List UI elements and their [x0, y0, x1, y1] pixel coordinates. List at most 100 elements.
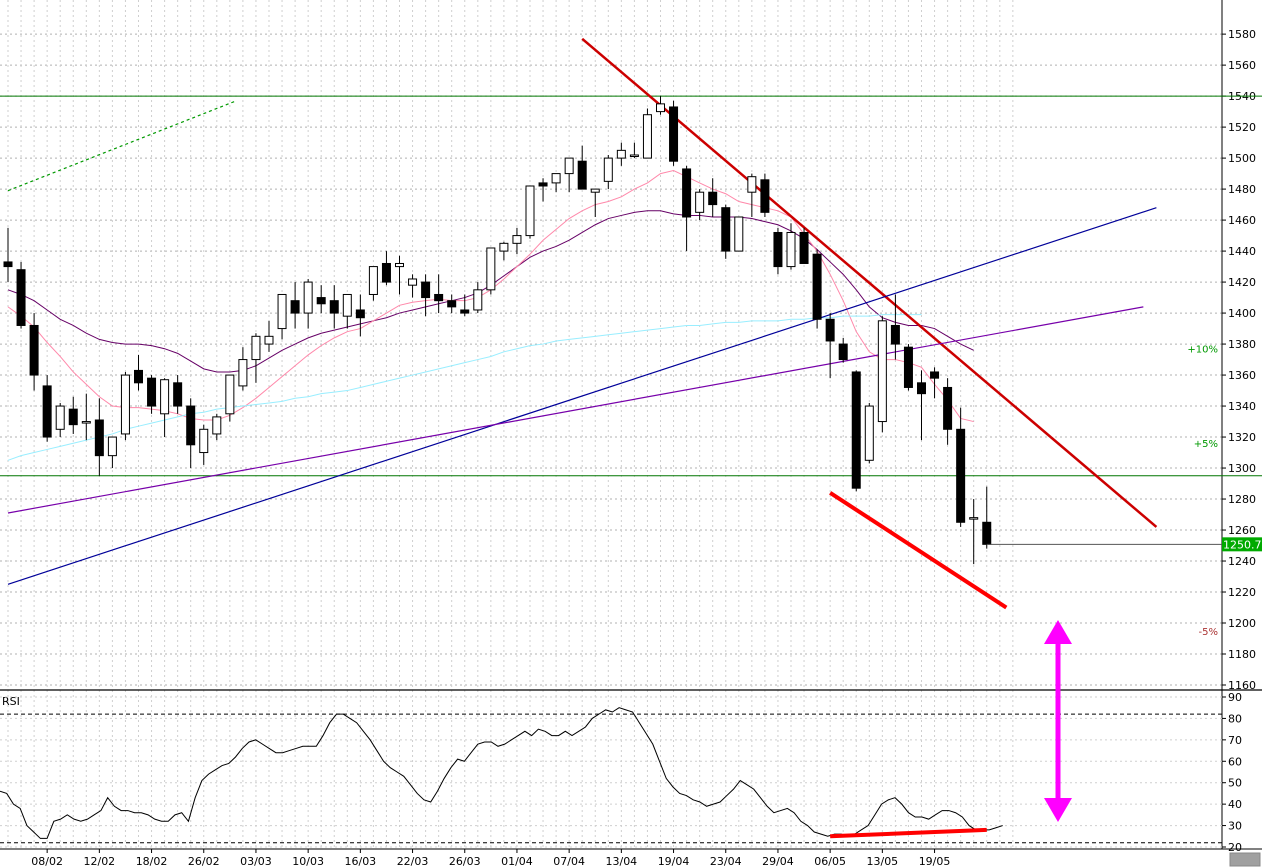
- y-tick-label: 1380: [1228, 338, 1256, 351]
- price-grid: [0, 0, 1222, 849]
- candle: [616, 142, 626, 166]
- candle: [943, 378, 953, 445]
- candle-body: [94, 419, 104, 457]
- candle: [525, 185, 535, 239]
- candle-body: [564, 157, 574, 175]
- x-tick-label: 10/03: [292, 855, 324, 867]
- candle: [81, 393, 91, 441]
- candle-body: [825, 318, 835, 342]
- candle: [473, 282, 483, 314]
- rsi-tick-label: 80: [1228, 712, 1242, 725]
- trendline-channel-purple: [7, 306, 1144, 514]
- candle-body: [68, 408, 78, 426]
- y-tick-label: 1580: [1228, 28, 1256, 41]
- trendline-support: [829, 491, 1008, 610]
- candle: [186, 398, 196, 469]
- y-tick-label: 1360: [1228, 369, 1256, 382]
- y-tick-label: 1560: [1228, 59, 1256, 72]
- candle: [264, 320, 274, 352]
- candle: [799, 227, 809, 264]
- candle: [577, 145, 587, 190]
- candle-body: [538, 182, 548, 187]
- candle: [773, 227, 783, 275]
- candle: [486, 247, 496, 295]
- candle: [786, 223, 796, 270]
- candle-body: [264, 335, 274, 345]
- candle: [864, 402, 874, 464]
- candle: [421, 274, 431, 317]
- candle-body: [669, 106, 679, 162]
- y-tick-label: 1160: [1228, 679, 1256, 692]
- candle: [342, 293, 352, 329]
- candle-body: [316, 297, 326, 305]
- y-tick-label: 1420: [1228, 276, 1256, 289]
- candle-body: [173, 382, 183, 407]
- x-tick-label: 18/02: [136, 855, 168, 867]
- candle-body: [760, 179, 770, 213]
- x-tick-label: 19/04: [658, 855, 690, 867]
- candle-body: [629, 154, 639, 158]
- candle-body: [747, 176, 757, 193]
- candle-body: [120, 374, 130, 435]
- x-tick-label: 01/04: [501, 855, 533, 867]
- candle-body: [355, 309, 365, 319]
- candle-body: [616, 149, 626, 159]
- candle-body: [55, 405, 65, 430]
- rsi-tick-label: 60: [1228, 755, 1242, 768]
- candle: [160, 378, 170, 438]
- y-tick-label: 1340: [1228, 400, 1256, 413]
- y-tick-label: 1300: [1228, 462, 1256, 475]
- trendline-channel-green-dotted: [7, 100, 237, 192]
- candle: [173, 375, 183, 414]
- candle-body: [656, 103, 665, 113]
- candle: [434, 274, 444, 314]
- candle-body: [590, 188, 600, 193]
- y-tick-label: 1520: [1228, 121, 1256, 134]
- candle-body: [238, 359, 248, 387]
- candle-body: [329, 300, 339, 314]
- candle: [460, 294, 470, 317]
- candle-body: [864, 405, 874, 461]
- candle-body: [342, 293, 352, 317]
- candle-body: [381, 262, 391, 283]
- candle: [212, 413, 222, 441]
- scrollbar-thumb[interactable]: [1229, 852, 1261, 867]
- candle: [930, 367, 940, 399]
- candle: [564, 157, 574, 193]
- candle: [838, 337, 848, 363]
- candle-body: [29, 324, 39, 376]
- rsi-tick-label: 30: [1228, 820, 1242, 833]
- last-price-label: 1250.77: [1223, 538, 1262, 551]
- x-axis-labels: 08/02 12/02 18/02 26/02 03/03 10/03 16/03 22/03…: [31, 849, 950, 867]
- candle: [3, 227, 13, 283]
- x-tick-label: 29/04: [762, 855, 794, 867]
- candle: [29, 313, 39, 391]
- x-tick-label: 23/04: [710, 855, 742, 867]
- candle-body: [812, 253, 822, 320]
- candle-body: [186, 405, 196, 446]
- rsi-tick-label: 50: [1228, 777, 1242, 790]
- candle-body: [42, 385, 52, 438]
- candle-body: [421, 281, 431, 299]
- candle-body: [460, 309, 470, 314]
- candle-body: [799, 231, 809, 264]
- candle: [969, 499, 979, 565]
- divergence-arrow: [1044, 620, 1072, 822]
- x-tick-label: 19/05: [919, 855, 951, 867]
- candle: [68, 396, 78, 434]
- candle-body: [851, 371, 861, 489]
- candle: [199, 424, 209, 465]
- candle: [825, 313, 835, 379]
- y-tick-label: 1500: [1228, 152, 1256, 165]
- y-tick-label: 1400: [1228, 307, 1256, 320]
- candle: [368, 266, 378, 301]
- candle: [760, 173, 770, 217]
- x-tick-label: 13/04: [605, 855, 637, 867]
- candle-body: [682, 168, 692, 218]
- x-tick-label: 26/03: [449, 855, 481, 867]
- candle-body: [969, 517, 979, 520]
- rsi-trendline: [830, 827, 987, 839]
- candle-body: [486, 247, 496, 291]
- candle: [329, 285, 339, 329]
